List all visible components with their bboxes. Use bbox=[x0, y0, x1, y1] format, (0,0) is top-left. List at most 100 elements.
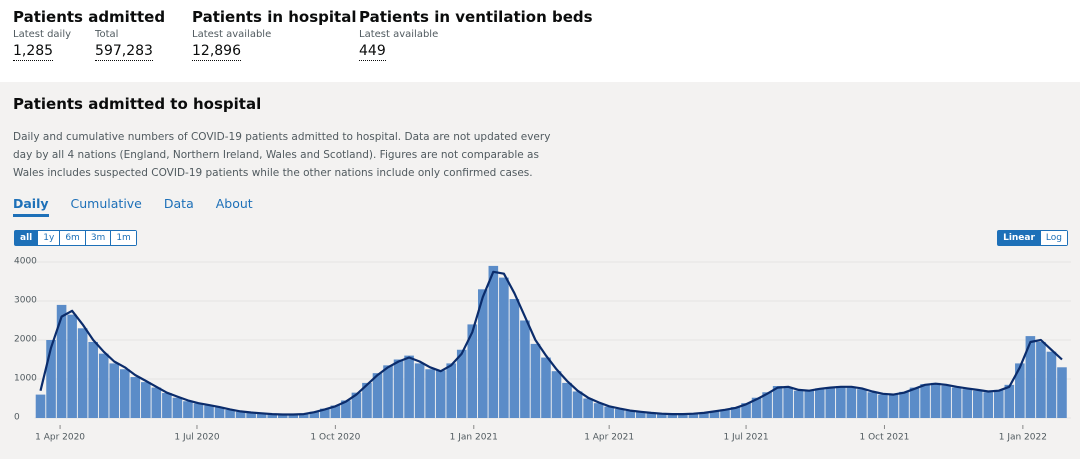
range-button[interactable]: 3m bbox=[85, 231, 112, 245]
bar bbox=[614, 409, 625, 418]
scale-button[interactable]: Log bbox=[1040, 231, 1067, 245]
bar bbox=[193, 403, 204, 418]
bar bbox=[1015, 363, 1025, 418]
bar bbox=[204, 405, 214, 418]
bar bbox=[341, 400, 351, 418]
figure-value[interactable]: 449 bbox=[359, 43, 386, 61]
bar bbox=[709, 411, 720, 418]
bar bbox=[56, 304, 67, 418]
headline-figure: Latest available 12,896 bbox=[192, 29, 271, 61]
bar bbox=[730, 407, 741, 418]
bar bbox=[372, 373, 383, 418]
average-line bbox=[39, 270, 1063, 416]
bar bbox=[109, 363, 120, 418]
x-tick-label: 1 Apr 2020 bbox=[35, 433, 85, 443]
bar bbox=[635, 412, 646, 418]
headline-group: Patients admitted Latest daily 1,285 Total 5… bbox=[13, 8, 177, 61]
bar bbox=[162, 393, 172, 418]
x-tick-label: 1 Jan 2021 bbox=[450, 433, 498, 443]
range-buttons: all 1y 6m 3m 1m bbox=[14, 230, 137, 246]
figure-value[interactable]: 1,285 bbox=[13, 43, 54, 61]
figure-value[interactable]: 597,283 bbox=[95, 43, 153, 61]
bar bbox=[225, 409, 235, 418]
headline-group: Patients in ventilation beds Latest avail… bbox=[359, 8, 593, 61]
tab[interactable]: Daily bbox=[13, 196, 49, 217]
bar bbox=[309, 411, 320, 418]
bar bbox=[1004, 384, 1015, 418]
bar bbox=[246, 412, 256, 418]
headline-title: Patients in hospital bbox=[192, 8, 357, 26]
bar bbox=[1046, 351, 1057, 418]
bar bbox=[793, 390, 804, 418]
bar bbox=[351, 392, 362, 418]
bar bbox=[456, 349, 467, 418]
bar bbox=[983, 392, 994, 418]
bar bbox=[593, 403, 604, 418]
bar bbox=[625, 410, 636, 418]
chart: 0 1000 2000 3000 4000 1 Apr 2020 1 Jul 2020 1 O… bbox=[14, 257, 1071, 443]
range-button[interactable]: all bbox=[15, 231, 39, 245]
bar bbox=[699, 412, 709, 418]
y-tick-label: 0 bbox=[14, 413, 20, 423]
range-button[interactable]: 1m bbox=[111, 231, 136, 245]
bar bbox=[920, 384, 930, 418]
headline-title: Patients in ventilation beds bbox=[359, 8, 593, 26]
y-tick-label: 4000 bbox=[14, 257, 37, 267]
tabs: Daily Cumulative Data About bbox=[13, 196, 275, 217]
bar bbox=[772, 386, 783, 418]
bar bbox=[477, 289, 488, 418]
bar bbox=[330, 405, 341, 418]
bar bbox=[646, 413, 657, 418]
tab[interactable]: Data bbox=[163, 196, 194, 211]
bar bbox=[499, 277, 509, 418]
bar bbox=[888, 394, 899, 418]
range-button[interactable]: 1y bbox=[38, 231, 61, 245]
bar bbox=[836, 386, 846, 418]
x-tick-label: 1 Apr 2021 bbox=[584, 433, 634, 443]
bar bbox=[488, 265, 499, 418]
bar bbox=[688, 413, 699, 418]
bar bbox=[667, 414, 678, 418]
bar bbox=[541, 357, 551, 418]
bar bbox=[425, 369, 435, 418]
bar bbox=[151, 387, 162, 418]
bar bbox=[46, 340, 56, 418]
scale-buttons: Linear Log bbox=[997, 230, 1068, 246]
bar bbox=[446, 363, 457, 418]
scale-button[interactable]: Linear bbox=[998, 231, 1041, 245]
bar bbox=[414, 363, 425, 418]
bar bbox=[320, 408, 330, 418]
bar bbox=[941, 385, 951, 418]
headline-figure: Total 597,283 bbox=[95, 29, 153, 61]
tab[interactable]: About bbox=[215, 196, 253, 211]
bar bbox=[857, 389, 867, 418]
x-tick-label: 1 Oct 2021 bbox=[859, 433, 909, 443]
bar bbox=[878, 394, 888, 418]
figure-label: Latest daily bbox=[13, 29, 72, 40]
bar bbox=[572, 391, 583, 418]
bar bbox=[141, 382, 151, 418]
bar bbox=[783, 387, 793, 418]
bar bbox=[119, 369, 130, 418]
bar bbox=[383, 365, 393, 418]
bar bbox=[88, 341, 98, 418]
card-description: Daily and cumulative numbers of COVID-19… bbox=[13, 131, 551, 179]
tab[interactable]: Cumulative bbox=[70, 196, 142, 211]
bar bbox=[183, 401, 193, 418]
bar bbox=[235, 411, 246, 418]
y-tick-label: 2000 bbox=[14, 335, 37, 345]
bar bbox=[435, 370, 446, 418]
headline-figures: Patients admitted Latest daily 1,285 Total 5… bbox=[0, 0, 1080, 82]
bar bbox=[277, 414, 288, 418]
range-button[interactable]: 6m bbox=[60, 231, 86, 245]
figure-value[interactable]: 12,896 bbox=[192, 43, 241, 61]
bar bbox=[256, 413, 267, 418]
y-tick-label: 3000 bbox=[14, 296, 37, 306]
headline-figure: Latest available 449 bbox=[359, 29, 438, 61]
headline-figure: Latest daily 1,285 bbox=[13, 29, 71, 61]
bar bbox=[930, 382, 941, 418]
bar bbox=[951, 387, 962, 418]
x-tick-label: 1 Jul 2020 bbox=[174, 433, 219, 443]
bar bbox=[130, 377, 141, 418]
